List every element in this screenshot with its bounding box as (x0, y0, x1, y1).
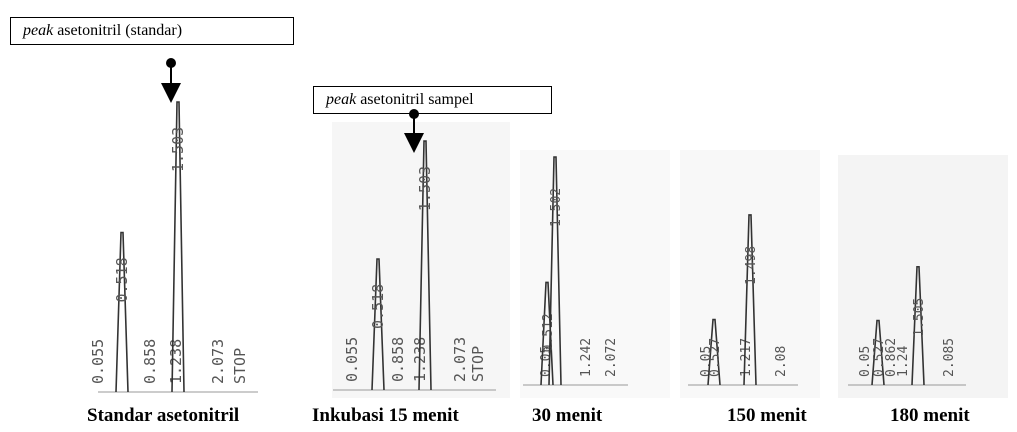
retention-label: 0.512 (541, 313, 556, 352)
panel-bg-150 (680, 150, 820, 398)
peak-1.498 (743, 214, 757, 386)
retention-label: 2.08 (774, 346, 789, 377)
retention-label: 0.527 (708, 338, 723, 377)
retention-label: 0.055 (343, 337, 361, 382)
retention-label: 1.503 (169, 127, 187, 172)
retention-label: 1.24 (896, 346, 911, 377)
caption-15: Inkubasi 15 menit (312, 405, 459, 426)
retention-label: 0.862 (884, 338, 899, 377)
retention-label: 0.05 (858, 346, 873, 377)
retention-label: 2.085 (942, 338, 957, 377)
retention-label: 0.518 (369, 284, 387, 329)
retention-label: STOP (231, 348, 249, 384)
retention-label: 0.527 (872, 338, 887, 377)
retention-label: 0.055 (89, 339, 107, 384)
peak-1.503 (171, 101, 185, 393)
pointer-sample (404, 109, 424, 153)
callout-sample-emph: peak (326, 91, 357, 108)
retention-label: 2.072 (604, 338, 619, 377)
peak-0.518 (371, 258, 385, 391)
retention-label: 1.505 (912, 298, 927, 337)
retention-label: 1.238 (167, 339, 185, 384)
peak-0.518 (115, 231, 129, 393)
callout-standard-text: asetonitril (standar) (53, 22, 183, 39)
callout-sample-text: asetonitril sampel (356, 91, 474, 108)
caption-150: 150 menit (727, 405, 807, 426)
retention-label: 1.502 (549, 188, 564, 227)
caption-30: 30 menit (532, 405, 603, 426)
callout-standard-peak: peak asetonitril (standar) (10, 17, 294, 45)
caption-180: 180 menit (890, 405, 970, 426)
retention-label: 0.858 (389, 337, 407, 382)
chromatogram-panel-0: 0.055 0.518 0.858 1.238 1.503 2.073 STOP (89, 101, 258, 393)
peak-1.503 (418, 140, 432, 391)
panel-bg-30 (520, 150, 670, 398)
peak-0.527 (707, 318, 721, 386)
retention-label: 1.498 (744, 246, 759, 285)
peak-1.505 (911, 265, 925, 386)
peak-1.502 (548, 156, 562, 386)
retention-label: 2.073 (451, 337, 469, 382)
retention-label: 0.518 (113, 257, 131, 302)
retention-label: 2.073 (209, 339, 227, 384)
retention-label: 1.242 (579, 338, 594, 377)
retention-label: 1.217 (739, 338, 754, 377)
pointer-standard (161, 58, 181, 103)
retention-label: STOP (469, 346, 487, 382)
caption-standard: Standar asetonitril (87, 405, 240, 426)
callout-standard-emph: peak (23, 22, 54, 39)
callout-sample-peak: peak asetonitril sampel (313, 86, 552, 114)
peak-0.527 (871, 319, 885, 386)
retention-label: 1.503 (416, 166, 434, 211)
retention-label: 0.858 (141, 339, 159, 384)
